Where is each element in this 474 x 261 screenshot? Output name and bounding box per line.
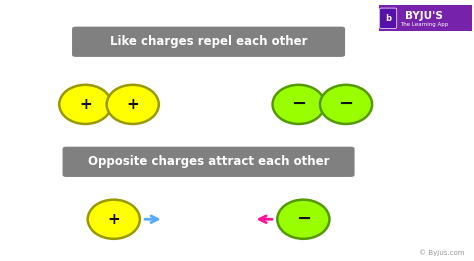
Text: Like charges repel each other: Like charges repel each other (110, 35, 307, 48)
FancyBboxPatch shape (380, 8, 397, 28)
Text: BYJU'S: BYJU'S (405, 11, 443, 21)
Text: © Byjus.com: © Byjus.com (419, 249, 465, 256)
Text: The Learning App: The Learning App (400, 22, 448, 27)
Ellipse shape (273, 85, 325, 124)
FancyBboxPatch shape (63, 147, 355, 177)
Text: Opposite charges attract each other: Opposite charges attract each other (88, 155, 329, 168)
FancyBboxPatch shape (72, 27, 345, 57)
Text: −: − (291, 96, 306, 113)
Text: +: + (108, 212, 120, 227)
Text: +: + (79, 97, 91, 112)
Text: −: − (338, 96, 354, 113)
Text: −: − (296, 210, 311, 228)
Text: +: + (127, 97, 139, 112)
Ellipse shape (59, 85, 111, 124)
Text: b: b (385, 14, 391, 23)
Ellipse shape (320, 85, 372, 124)
Ellipse shape (88, 200, 140, 239)
Ellipse shape (277, 200, 329, 239)
Ellipse shape (107, 85, 159, 124)
FancyBboxPatch shape (379, 5, 472, 31)
